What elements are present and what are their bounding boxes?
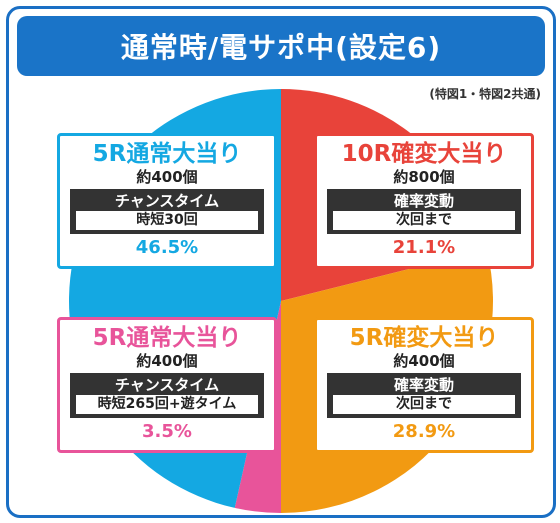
slice-mode: チャンスタイム	[114, 376, 220, 394]
slice-mode-box: チャンスタイム 時短265回+遊タイム	[70, 373, 264, 418]
slice-balls: 約800個	[393, 168, 455, 186]
slice-detail: 時短30回	[76, 211, 258, 230]
slice-mode-box: 確率変動 次回まで	[327, 373, 521, 418]
slice-detail: 時短265回+遊タイム	[76, 395, 258, 414]
slice-card-5r-normal-30: 5R通常大当り 約400個 チャンスタイム 時短30回 46.5%	[57, 133, 277, 269]
chart-note: (特図1・特図2共通)	[429, 87, 541, 101]
slice-balls: 約400個	[393, 352, 455, 370]
slice-percent: 46.5%	[135, 237, 199, 258]
slice-mode: 確率変動	[393, 192, 454, 210]
chart-frame: 通常時/電サポ中(設定6) (特図1・特図2共通) 5R通常大当り 約400個 …	[6, 6, 556, 518]
slice-mode: チャンスタイム	[114, 192, 220, 210]
slice-card-10r-kakuhen: 10R確変大当り 約800個 確率変動 次回まで 21.1%	[314, 133, 534, 269]
slice-percent: 3.5%	[142, 421, 192, 442]
slice-percent: 21.1%	[392, 237, 456, 258]
slice-detail: 次回まで	[333, 211, 515, 230]
slice-label: 10R確変大当り	[341, 141, 507, 167]
slice-label: 5R確変大当り	[349, 325, 499, 351]
slice-mode: 確率変動	[393, 376, 454, 394]
title-banner: 通常時/電サポ中(設定6)	[17, 16, 545, 76]
slice-detail: 次回まで	[333, 395, 515, 414]
slice-label: 5R通常大当り	[92, 325, 242, 351]
slice-mode-box: チャンスタイム 時短30回	[70, 189, 264, 234]
slice-card-5r-normal-265: 5R通常大当り 約400個 チャンスタイム 時短265回+遊タイム 3.5%	[57, 317, 277, 453]
slice-percent: 28.9%	[392, 421, 456, 442]
slice-label: 5R通常大当り	[92, 141, 242, 167]
slice-balls: 約400個	[136, 168, 198, 186]
chart-title: 通常時/電サポ中(設定6)	[120, 31, 442, 64]
slice-balls: 約400個	[136, 352, 198, 370]
slice-card-5r-kakuhen: 5R確変大当り 約400個 確率変動 次回まで 28.9%	[314, 317, 534, 453]
slice-mode-box: 確率変動 次回まで	[327, 189, 521, 234]
